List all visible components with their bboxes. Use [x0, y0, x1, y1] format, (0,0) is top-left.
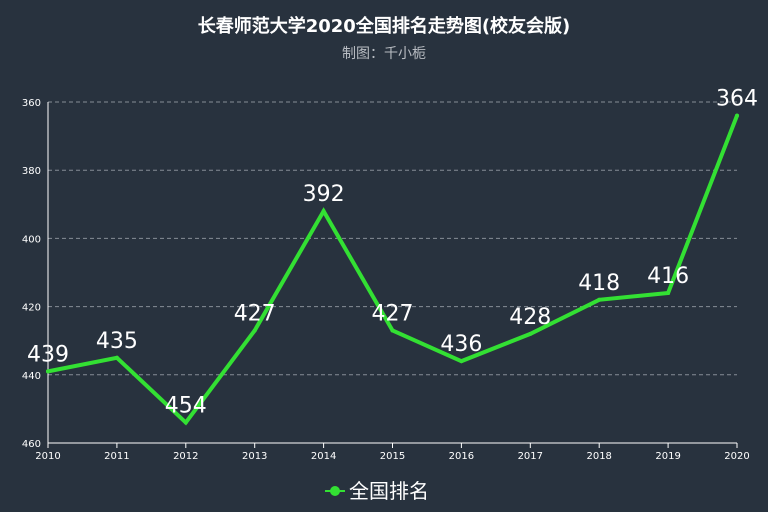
- legend-dot-marker: [330, 486, 340, 496]
- data-point[interactable]: [114, 355, 119, 360]
- x-tick-label: 2019: [655, 451, 680, 462]
- data-label: 428: [509, 305, 551, 330]
- x-tick-label: 2012: [173, 451, 198, 462]
- data-label: 439: [27, 342, 69, 367]
- data-point[interactable]: [252, 328, 257, 333]
- data-point[interactable]: [390, 328, 395, 333]
- data-label: 427: [234, 301, 276, 326]
- y-tick-label: 440: [22, 371, 41, 382]
- y-tick-label: 380: [22, 166, 41, 177]
- data-label: 427: [372, 301, 414, 326]
- data-label: 364: [716, 87, 758, 112]
- legend-label: 全国排名: [349, 479, 429, 503]
- grid-lines: [48, 101, 737, 376]
- data-label: 436: [440, 332, 482, 357]
- x-tick-label: 2010: [35, 451, 60, 462]
- x-tick-label: 2015: [380, 451, 405, 462]
- data-point[interactable]: [321, 209, 326, 214]
- data-point[interactable]: [183, 420, 188, 425]
- data-labels: 439 435 454 427 392 427 436 428 418 416 364: [27, 87, 758, 419]
- x-tick-label: 2014: [311, 451, 336, 462]
- data-point[interactable]: [459, 359, 464, 364]
- data-point[interactable]: [735, 113, 739, 118]
- data-point[interactable]: [666, 290, 671, 295]
- x-tick-label: 2016: [449, 451, 474, 462]
- x-tick-label: 2013: [242, 451, 267, 462]
- data-point[interactable]: [46, 369, 50, 374]
- x-tick-label: 2017: [518, 451, 543, 462]
- x-tick-label: 2011: [104, 451, 129, 462]
- x-tick-label: 2018: [586, 451, 611, 462]
- data-label: 416: [647, 264, 689, 289]
- x-tick-label: 2020: [724, 451, 749, 462]
- data-label: 454: [165, 394, 207, 419]
- y-tick-label: 420: [22, 303, 41, 314]
- chart-title: 长春师范大学2020全国排名走势图(校友会版): [198, 15, 571, 37]
- y-tick-label: 360: [22, 98, 41, 109]
- chart-subtitle: 制图：千小栀: [342, 46, 426, 62]
- data-point[interactable]: [528, 331, 533, 336]
- data-label: 435: [96, 329, 138, 354]
- legend[interactable]: 全国排名: [325, 479, 429, 503]
- series-line: [46, 113, 739, 426]
- data-label: 392: [303, 182, 345, 207]
- data-point[interactable]: [597, 297, 602, 302]
- y-tick-label: 400: [22, 234, 41, 245]
- y-tick-label: 460: [22, 439, 41, 450]
- series-layer: [46, 113, 739, 426]
- data-label: 418: [578, 271, 620, 296]
